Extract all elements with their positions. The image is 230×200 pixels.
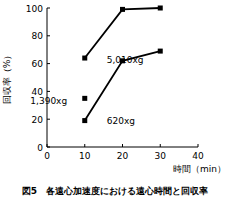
x-tick-label: 0	[44, 151, 50, 161]
series-marker	[82, 96, 87, 101]
series-label: 620xg	[107, 116, 135, 126]
y-tick	[47, 119, 50, 120]
x-tick-label: 10	[79, 151, 91, 161]
y-tick	[47, 35, 50, 36]
title: 図5 各遠心加速度における遠心時間と回収率	[22, 186, 208, 196]
series-marker	[158, 49, 163, 54]
y-tick-label: 100	[26, 4, 43, 14]
y-tick	[47, 8, 50, 9]
x-tick	[160, 144, 161, 147]
x-tick	[198, 144, 199, 147]
y-tick-label: 60	[32, 59, 44, 69]
series-line	[85, 51, 161, 121]
x-tick-label: 30	[155, 151, 167, 161]
series-marker	[120, 7, 125, 12]
y-tick	[47, 63, 50, 64]
y-tick-label: 20	[32, 115, 44, 125]
x-tick	[122, 144, 123, 147]
x-tick-label: 20	[117, 151, 129, 161]
y-tick	[47, 91, 50, 92]
y-axis-label: 回収率（%）	[2, 51, 12, 105]
series-marker	[82, 56, 87, 61]
series-line	[85, 8, 161, 58]
x-tick	[47, 144, 48, 147]
x-axis-label: 時間（min）	[173, 164, 226, 174]
plot	[82, 6, 163, 124]
series-label: 5,010xg	[107, 55, 144, 65]
y-tick-label: 80	[32, 31, 44, 41]
x-tick	[84, 144, 85, 147]
series-marker	[82, 118, 87, 123]
x-tick-label: 40	[192, 151, 204, 161]
series-marker	[158, 6, 163, 11]
y-axis	[47, 8, 48, 147]
chart: 020406080100010203040回収率（%）時間（min）図5 各遠心…	[0, 0, 230, 200]
y-tick-label: 0	[37, 143, 43, 153]
series-label: 1,390xg	[30, 96, 67, 106]
